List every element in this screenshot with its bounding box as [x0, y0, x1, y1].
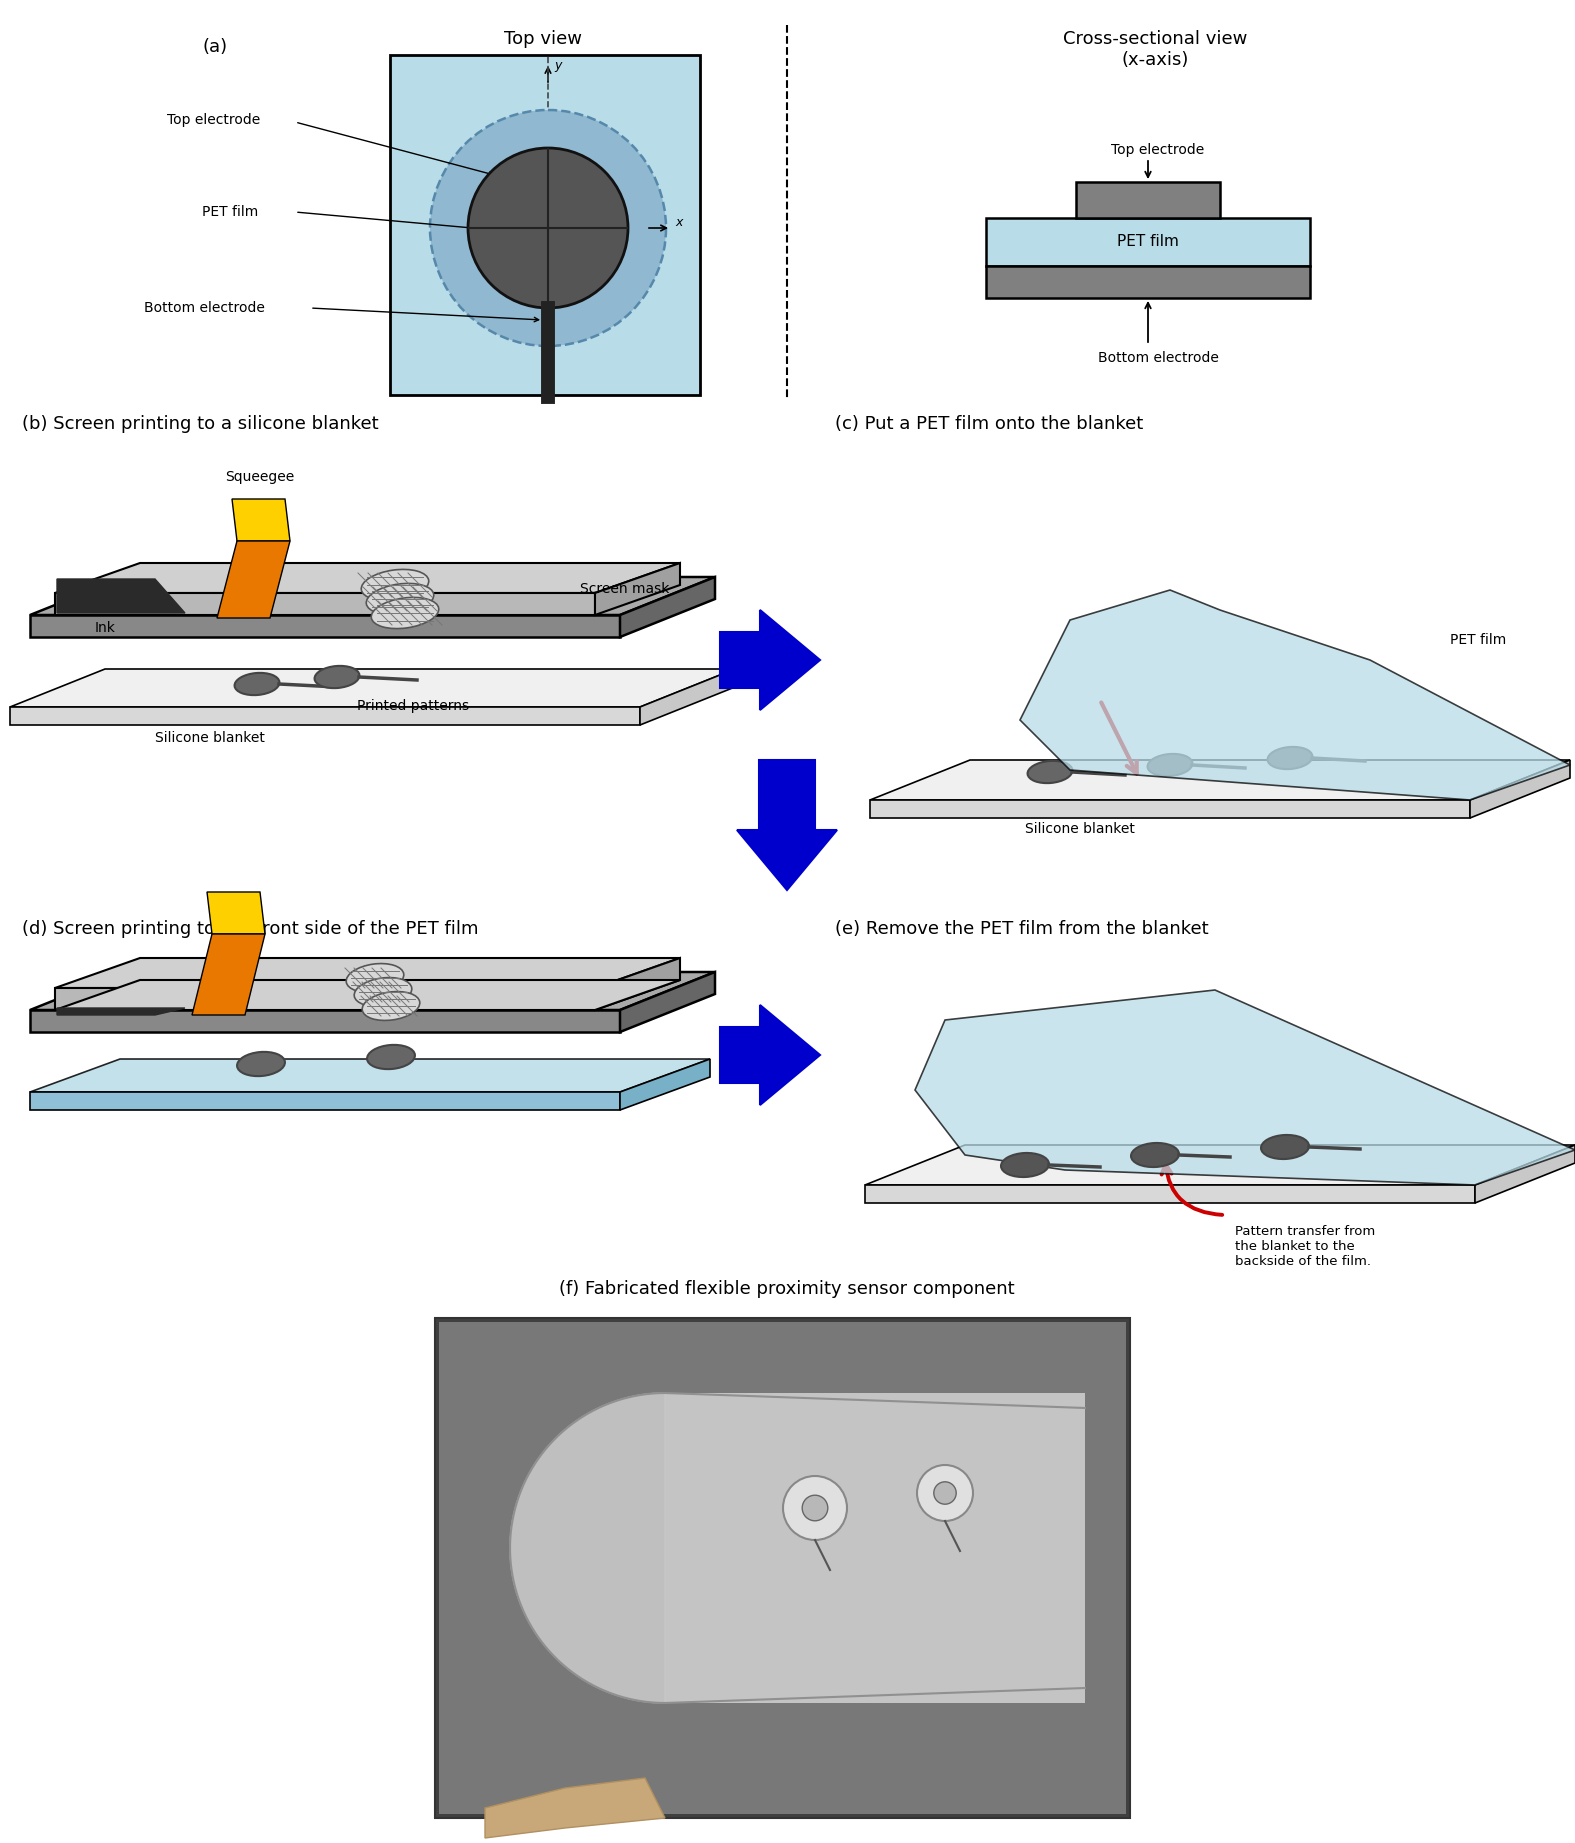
Polygon shape	[217, 542, 290, 617]
Circle shape	[468, 147, 628, 308]
Polygon shape	[737, 759, 836, 890]
Polygon shape	[621, 1060, 710, 1109]
Polygon shape	[206, 892, 265, 934]
Text: Cross-sectional view
(x-axis): Cross-sectional view (x-axis)	[1063, 29, 1247, 68]
Text: Silicone blanket: Silicone blanket	[1025, 822, 1136, 837]
Text: (d) Screen printing to the front side of the PET film: (d) Screen printing to the front side of…	[22, 920, 479, 938]
Polygon shape	[55, 988, 595, 1010]
Text: (e) Remove the PET film from the blanket: (e) Remove the PET film from the blanket	[835, 920, 1208, 938]
Ellipse shape	[1148, 754, 1192, 776]
Text: Pattern transfer from
the blanket to the
backside of the film.: Pattern transfer from the blanket to the…	[1235, 1226, 1375, 1268]
Ellipse shape	[362, 992, 421, 1021]
Text: PET film: PET film	[1117, 234, 1180, 249]
Polygon shape	[55, 562, 680, 593]
Ellipse shape	[238, 1052, 285, 1076]
Ellipse shape	[1262, 1135, 1309, 1159]
Polygon shape	[639, 669, 736, 724]
Text: (f) Fabricated flexible proximity sensor component: (f) Fabricated flexible proximity sensor…	[559, 1281, 1014, 1297]
Text: Bottom electrode: Bottom electrode	[145, 300, 265, 315]
Circle shape	[917, 1465, 973, 1520]
Text: Screen mask: Screen mask	[580, 582, 669, 595]
Polygon shape	[485, 1778, 665, 1837]
Polygon shape	[30, 1093, 621, 1109]
Polygon shape	[9, 708, 639, 724]
Text: Printed patterns: Printed patterns	[358, 698, 469, 713]
Polygon shape	[595, 562, 680, 616]
Polygon shape	[720, 610, 821, 710]
Polygon shape	[30, 1060, 710, 1093]
Text: x: x	[676, 216, 682, 229]
Polygon shape	[621, 577, 715, 638]
Bar	[665, 1393, 1085, 1703]
Circle shape	[802, 1495, 828, 1520]
Bar	[439, 1321, 1126, 1814]
Polygon shape	[595, 958, 680, 1010]
Polygon shape	[915, 990, 1575, 1185]
Polygon shape	[1469, 759, 1570, 818]
Ellipse shape	[315, 665, 359, 687]
Text: Top electrode: Top electrode	[167, 112, 260, 127]
Polygon shape	[57, 1008, 184, 1015]
Text: Silicone blanket: Silicone blanket	[154, 732, 265, 745]
Polygon shape	[9, 669, 736, 708]
Ellipse shape	[235, 673, 279, 695]
Text: Ink: Ink	[94, 621, 115, 636]
Text: PET film: PET film	[202, 205, 258, 219]
Ellipse shape	[1002, 1154, 1049, 1178]
Text: y: y	[554, 59, 561, 72]
Bar	[986, 217, 1310, 265]
Polygon shape	[1021, 590, 1570, 800]
Polygon shape	[865, 1145, 1575, 1185]
Circle shape	[430, 111, 666, 346]
Polygon shape	[57, 579, 184, 614]
Polygon shape	[232, 499, 290, 542]
Circle shape	[934, 1482, 956, 1504]
Polygon shape	[55, 579, 680, 614]
Polygon shape	[30, 1010, 621, 1032]
Polygon shape	[621, 971, 715, 1032]
Text: (a): (a)	[203, 39, 227, 55]
Text: (b) Screen printing to a silicone blanket: (b) Screen printing to a silicone blanke…	[22, 415, 378, 433]
Bar	[1076, 182, 1221, 217]
Ellipse shape	[361, 569, 428, 601]
Ellipse shape	[346, 964, 403, 992]
Circle shape	[783, 1476, 847, 1541]
Polygon shape	[30, 616, 621, 638]
Ellipse shape	[367, 1045, 414, 1069]
Ellipse shape	[354, 977, 411, 1006]
Text: (c) Put a PET film onto the blanket: (c) Put a PET film onto the blanket	[835, 415, 1143, 433]
Polygon shape	[30, 577, 715, 616]
Text: Top view: Top view	[504, 29, 583, 48]
Polygon shape	[869, 800, 1469, 818]
Text: Squeegee: Squeegee	[225, 470, 295, 485]
Polygon shape	[1476, 1145, 1575, 1203]
Bar	[986, 265, 1310, 299]
Text: Top electrode: Top electrode	[1112, 144, 1205, 157]
Text: Bottom electrode: Bottom electrode	[1098, 350, 1219, 365]
Polygon shape	[869, 759, 1570, 800]
Polygon shape	[55, 980, 680, 1010]
Polygon shape	[30, 971, 715, 1010]
Ellipse shape	[1268, 746, 1312, 769]
Text: PET film: PET film	[1451, 632, 1506, 647]
Polygon shape	[510, 1393, 665, 1703]
Bar	[391, 55, 699, 394]
Ellipse shape	[367, 584, 433, 614]
Polygon shape	[720, 1004, 821, 1106]
Polygon shape	[55, 593, 595, 616]
Polygon shape	[55, 958, 680, 988]
Ellipse shape	[1131, 1143, 1180, 1167]
Polygon shape	[192, 934, 265, 1015]
Ellipse shape	[1027, 761, 1073, 783]
Bar	[435, 1318, 1129, 1817]
Polygon shape	[865, 1185, 1476, 1203]
Ellipse shape	[372, 597, 439, 628]
